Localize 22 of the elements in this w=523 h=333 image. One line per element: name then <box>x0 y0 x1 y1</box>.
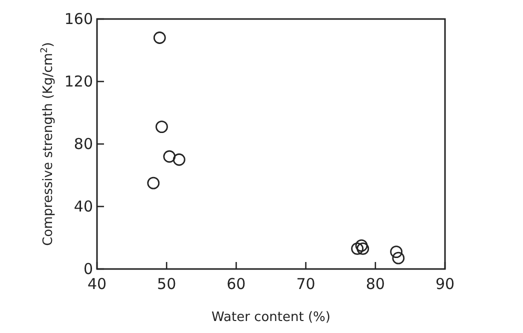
point <box>163 150 176 163</box>
point <box>390 246 402 258</box>
point <box>355 239 368 252</box>
point <box>153 32 166 44</box>
y-tick-label: 40 <box>74 198 93 216</box>
x-tick-label: 90 <box>435 275 455 293</box>
y-tick-label: 0 <box>83 260 93 278</box>
x-tick-label: 80 <box>366 275 385 293</box>
y-tick-label: 80 <box>74 135 93 153</box>
point <box>351 242 364 255</box>
x-tick-label: 60 <box>226 275 246 293</box>
point <box>356 242 370 255</box>
y-tick-label: 120 <box>64 72 93 90</box>
point <box>392 252 405 264</box>
point <box>172 153 186 166</box>
x-axis-title: Water content (%) <box>212 310 330 325</box>
x-tick-label: 70 <box>296 275 316 293</box>
point <box>147 176 160 190</box>
point <box>156 120 168 134</box>
y-tick-label: 160 <box>64 10 93 28</box>
x-tick-label: 40 <box>87 275 107 293</box>
x-tick-label: 50 <box>157 275 176 293</box>
